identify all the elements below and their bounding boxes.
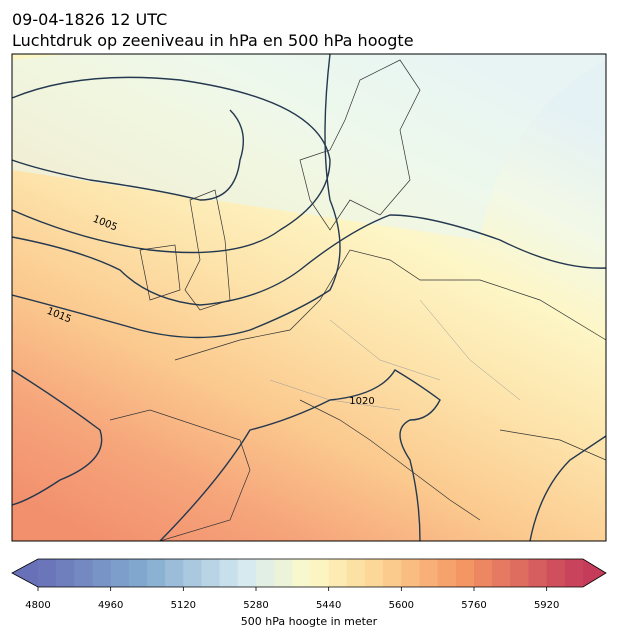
colorbar-bin <box>183 559 202 587</box>
colorbar-frame <box>11 558 607 588</box>
field-band <box>12 54 606 240</box>
colorbar-bin <box>74 559 93 587</box>
colorbar-bin <box>419 559 439 587</box>
colorbar-bin <box>474 559 493 587</box>
colorbar-tick-label: 4800 <box>25 600 50 611</box>
coastline <box>139 189 231 311</box>
map: 1005 1015 1020 <box>12 54 606 541</box>
colorbar-bin <box>219 559 239 587</box>
colorbar-extend-high <box>583 559 606 587</box>
colorbar-tick-label: 5600 <box>389 600 414 611</box>
colorbar-bin <box>165 559 184 587</box>
isobar <box>12 214 606 306</box>
isobar <box>529 435 606 541</box>
colorbar-bin <box>455 559 475 587</box>
colorbar-bin <box>401 559 420 587</box>
isobar <box>12 54 341 339</box>
colorbar-tick-label: 5120 <box>171 600 196 611</box>
colorbar-bin <box>365 559 384 587</box>
colorbar-tick-label: 5760 <box>461 600 486 611</box>
colorbar: 4800 4960 5120 5280 5440 5600 5760 5920 <box>11 558 607 611</box>
colorbar-bin <box>310 559 330 587</box>
colorbar-bin <box>56 559 75 587</box>
colorbar-bin <box>38 559 57 587</box>
colorbar-extend-low <box>12 559 38 587</box>
subtitle: Luchtdruk op zeeniveau in hPa en 500 hPa… <box>12 31 414 50</box>
colorbar-bin <box>274 559 293 587</box>
colorbar-bin <box>383 559 402 587</box>
colorbar-bin <box>256 559 275 587</box>
colorbar-tick-label: 4960 <box>98 600 123 611</box>
colorbar-label: 500 hPa hoogte in meter <box>241 615 378 628</box>
coastline <box>109 249 606 541</box>
coastline <box>299 59 421 231</box>
colorbar-bin <box>528 559 548 587</box>
isobar <box>12 109 244 201</box>
colorbar-bin <box>546 559 566 587</box>
colorbar-bin <box>201 559 221 587</box>
isobar <box>159 369 441 541</box>
colorbar-bin <box>346 559 366 587</box>
isobar <box>12 76 331 254</box>
colorbar-bin <box>492 559 511 587</box>
isobar <box>12 369 103 506</box>
colorbar-tick-label: 5440 <box>316 600 341 611</box>
colorbar-tick-label: 5280 <box>243 600 268 611</box>
colorbar-bin <box>237 559 257 587</box>
colorbar-bin <box>110 559 130 587</box>
map-frame <box>11 53 607 542</box>
colorbar-bin <box>510 559 529 587</box>
colorbar-bin <box>292 559 311 587</box>
colorbar-bin <box>128 559 148 587</box>
colorbar-bin <box>92 559 112 587</box>
colorbar-bin <box>328 559 348 587</box>
title: 09-04-1826 12 UTC <box>12 10 167 29</box>
colorbar-bin <box>564 559 584 587</box>
colorbar-tick-label: 5920 <box>534 600 559 611</box>
colorbar-bin <box>437 559 457 587</box>
contour-label: 1020 <box>349 396 374 407</box>
colorbar-bin <box>147 559 166 587</box>
